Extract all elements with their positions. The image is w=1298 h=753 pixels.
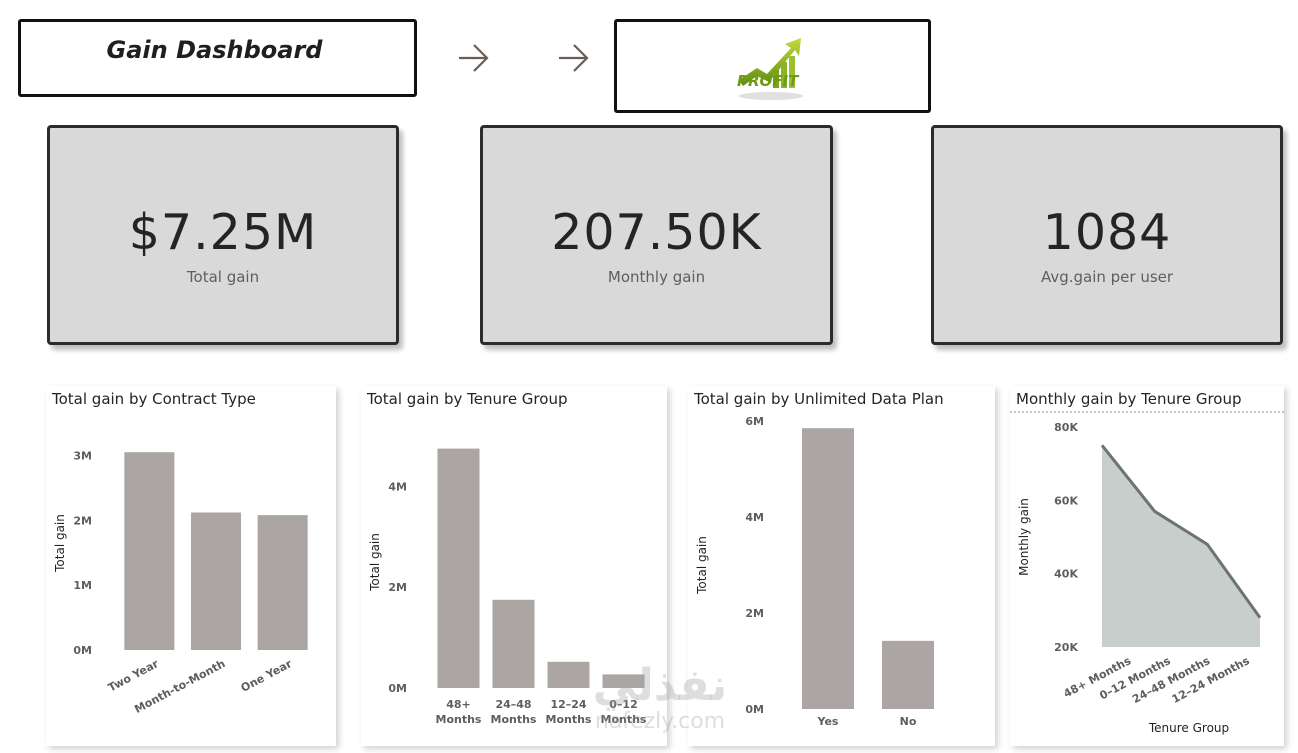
x-tick-label: 0–12 Months xyxy=(601,698,647,726)
x-axis-title: Tenure Group xyxy=(1148,721,1229,735)
arrow-right-icon xyxy=(559,44,589,72)
bar xyxy=(492,599,535,688)
y-tick-label: 60K xyxy=(1054,494,1078,507)
kpi-value: 1084 xyxy=(1042,204,1172,261)
bar xyxy=(124,452,175,650)
y-tick-label: 0M xyxy=(745,703,764,716)
chart-title: Total gain by Tenure Group xyxy=(367,390,568,408)
x-tick-label-part: Months xyxy=(491,713,537,726)
x-tick-label-part: Months xyxy=(436,713,482,726)
x-tick-label: 12–24 Months xyxy=(546,698,592,726)
y-tick-label: 20K xyxy=(1054,641,1078,654)
bar xyxy=(437,448,480,688)
x-tick-label-part: 48+ xyxy=(446,698,471,711)
profit-arrow-icon: PROFIT xyxy=(737,38,803,100)
profit-logo-box: PROFIT xyxy=(614,19,931,113)
kpi-value: $7.25M xyxy=(128,204,318,261)
kpi-label: Avg.gain per user xyxy=(1040,268,1174,286)
kpi-card-avg-gain-per-user: 1084 Avg.gain per user xyxy=(931,125,1283,345)
kpi-label: Monthly gain xyxy=(607,268,706,286)
y-tick-label: 1M xyxy=(73,579,92,592)
kpi-card-monthly-gain: 207.50K Monthly gain xyxy=(480,125,833,345)
y-tick-label: 2M xyxy=(388,581,407,594)
y-tick-label: 0M xyxy=(388,682,407,695)
x-tick-label-part: 12–24 xyxy=(550,698,586,711)
logo-text: PROFIT xyxy=(737,72,800,90)
kpi-card-total-gain: $7.25M Total gain xyxy=(47,125,399,345)
bar xyxy=(257,515,308,650)
y-tick-label: 3M xyxy=(73,449,92,462)
x-tick-label-part: Months xyxy=(601,713,647,726)
x-tick-label-part: 0–12 xyxy=(609,698,637,711)
bar xyxy=(882,640,934,709)
bar xyxy=(547,661,590,688)
area-line xyxy=(1100,444,1262,619)
y-tick-label: 2M xyxy=(745,607,764,620)
y-axis-title: Total gain xyxy=(53,514,67,573)
kpi-label: Total gain xyxy=(186,268,260,286)
y-tick-label: 4M xyxy=(745,511,764,524)
x-tick-label: 48+ Months xyxy=(436,698,482,726)
chart-contract-type[interactable]: 0M 1M 2M 3M Total gain Two Year Month-to-Month… xyxy=(46,386,336,746)
y-tick-label: 80K xyxy=(1054,421,1078,434)
y-axis-title: Total gain xyxy=(695,536,709,595)
x-tick-label-part: Months xyxy=(546,713,592,726)
y-tick-label: 6M xyxy=(745,415,764,428)
y-axis-title: Total gain xyxy=(368,533,382,592)
chart-canvas: 0M 2M 4M 6M Total gain Yes No xyxy=(695,415,934,728)
dashboard-title-box: Gain Dashboard xyxy=(18,19,417,97)
chart-unlimited-data-plan[interactable]: 0M 2M 4M 6M Total gain Yes No Total gain by Un… xyxy=(688,386,995,746)
arrow-right-icon xyxy=(459,44,489,72)
dashboard-title: Gain Dashboard xyxy=(106,36,323,64)
y-tick-label: 40K xyxy=(1054,568,1078,581)
chart-title: Total gain by Contract Type xyxy=(52,390,256,408)
chart-tenure-group[interactable]: 0M 2M 4M Total gain 48+ Months 24–48 Months 12–2… xyxy=(361,386,667,746)
x-tick-label: Yes xyxy=(817,715,839,728)
x-tick-label: One Year xyxy=(239,657,295,695)
x-tick-label-part: 24–48 xyxy=(495,698,531,711)
y-tick-label: 0M xyxy=(73,644,92,657)
chart-title: Monthly gain by Tenure Group xyxy=(1016,390,1242,408)
x-tick-label: 24–48 Months xyxy=(491,698,537,726)
y-tick-label: 2M xyxy=(73,514,92,527)
bar xyxy=(191,512,241,650)
y-tick-label: 4M xyxy=(388,480,407,493)
chart-title: Total gain by Unlimited Data Plan xyxy=(694,390,944,408)
bar xyxy=(602,674,645,688)
x-tick-label: No xyxy=(900,715,917,728)
y-axis-title: Monthly gain xyxy=(1017,498,1031,576)
chart-monthly-gain-tenure[interactable]: 20K 40K 60K 80K Monthly gain Tenure Group 48+ … xyxy=(1010,386,1284,746)
kpi-value: 207.50K xyxy=(551,204,762,261)
x-tick-label: Two Year xyxy=(106,657,161,695)
bar xyxy=(802,428,854,709)
